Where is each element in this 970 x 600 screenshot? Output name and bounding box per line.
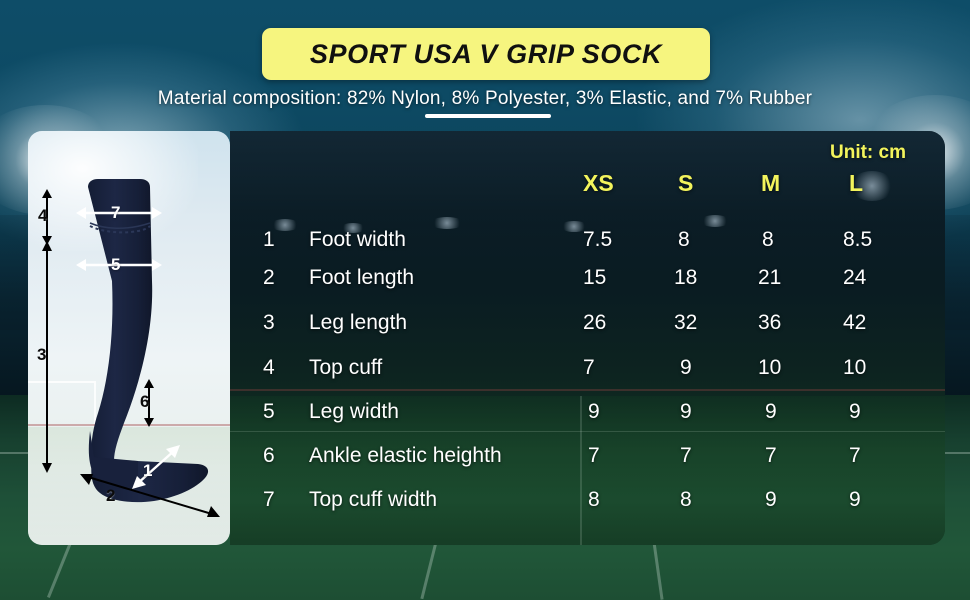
row-value-l: 10 [843, 356, 867, 379]
table-panel-stands [230, 131, 945, 281]
marker-2-label: 2 [106, 486, 116, 505]
table-row: 3 Leg length 26 32 36 42 [0, 311, 970, 341]
marker-4-arrow [42, 189, 52, 245]
row-value-xs: 15 [583, 266, 607, 289]
table-row: 2 Foot length 15 18 21 24 [0, 266, 970, 296]
material-composition-text: Material composition: 82% Nylon, 8% Poly… [157, 88, 813, 109]
row-value-s: 8 [680, 488, 692, 511]
row-value-m: 21 [758, 266, 782, 289]
row-value-xs: 7 [583, 356, 595, 379]
row-value-l: 24 [843, 266, 867, 289]
marker-7-label: 7 [111, 203, 121, 222]
marker-1-label: 1 [143, 461, 153, 480]
row-value-m: 10 [758, 356, 782, 379]
row-label: Top cuff [309, 356, 383, 379]
marker-6-arrow [144, 379, 154, 427]
marker-5-arrow [76, 259, 162, 271]
photo-track-line [28, 424, 230, 426]
table-row: 4 Top cuff 7 9 10 10 [0, 356, 970, 386]
table-panel-pitch-line-h [230, 431, 945, 432]
row-value-m: 9 [765, 400, 777, 423]
marker-4-label: 4 [38, 206, 48, 225]
subtitle-underline [425, 114, 551, 118]
row-label: Top cuff width [309, 488, 438, 511]
table-panel-pitch-line [580, 396, 582, 545]
table-row: 5 Leg width 9 9 9 9 [0, 400, 970, 430]
row-value-xs: 8 [588, 488, 600, 511]
stand-light-3 [430, 217, 464, 229]
unit-label: Unit: cm [830, 142, 906, 163]
row-value-s: 7 [680, 444, 692, 467]
row-value-m: 8 [762, 228, 774, 251]
row-label: Foot width [309, 228, 406, 251]
row-label: Foot length [309, 266, 415, 289]
row-value-l: 42 [843, 311, 867, 334]
row-label: Leg length [309, 311, 408, 334]
table-row: 7 Top cuff width 8 8 9 9 [0, 488, 970, 518]
table-row: 1 Foot width 7.5 8 8 8.5 [0, 228, 970, 258]
row-value-l: 9 [849, 400, 861, 423]
column-header-xs: XS [583, 170, 614, 196]
table-panel-track-line [230, 389, 945, 391]
marker-6-label: 6 [140, 392, 150, 411]
row-value-m: 9 [765, 488, 777, 511]
row-value-s: 9 [680, 400, 692, 423]
marker-1-arrow [132, 445, 180, 489]
row-value-s: 9 [680, 356, 692, 379]
row-value-xs: 26 [583, 311, 607, 334]
table-panel-pitch [230, 396, 945, 545]
row-value-s: 18 [674, 266, 698, 289]
row-number: 4 [263, 356, 275, 379]
row-value-l: 9 [849, 488, 861, 511]
row-label: Leg width [309, 400, 399, 423]
marker-3-label: 3 [37, 345, 47, 364]
row-number: 5 [263, 400, 275, 423]
row-value-l: 7 [849, 444, 861, 467]
sock-photo-panel: 4 7 5 3 6 1 2 [28, 131, 230, 545]
row-number: 1 [263, 228, 275, 251]
product-title-banner: SPORT USA V GRIP SOCK [262, 28, 710, 80]
row-number: 3 [263, 311, 275, 334]
table-row: 6 Ankle elastic heighth 7 7 7 7 [0, 444, 970, 474]
stand-light-6 [850, 171, 894, 201]
row-value-xs: 7.5 [583, 228, 613, 251]
row-label: Ankle elastic heighth [309, 444, 502, 467]
row-number: 2 [263, 266, 275, 289]
row-value-s: 8 [678, 228, 690, 251]
column-header-l: L [849, 170, 864, 196]
marker-7-arrow [76, 207, 162, 219]
stand-light-1 [270, 219, 300, 231]
page-title: SPORT USA V GRIP SOCK [309, 38, 663, 69]
stand-light-2 [340, 223, 366, 233]
row-value-s: 32 [674, 311, 698, 334]
marker-5-label: 5 [111, 255, 121, 274]
sock-illustration [88, 179, 209, 503]
stand-light-5 [700, 215, 730, 227]
row-value-m: 7 [765, 444, 777, 467]
row-value-l: 8.5 [843, 228, 873, 251]
photo-goal-post [28, 381, 96, 425]
row-number: 6 [263, 444, 275, 467]
size-table-panel [230, 131, 945, 545]
row-value-m: 36 [758, 311, 782, 334]
row-number: 7 [263, 488, 275, 511]
row-value-xs: 7 [588, 444, 600, 467]
marker-2-arrow [80, 474, 220, 517]
stand-light-4 [560, 221, 588, 232]
row-value-xs: 9 [588, 400, 600, 423]
marker-3-arrow [42, 241, 52, 473]
column-header-s: S [678, 170, 694, 196]
column-header-m: M [761, 170, 781, 196]
